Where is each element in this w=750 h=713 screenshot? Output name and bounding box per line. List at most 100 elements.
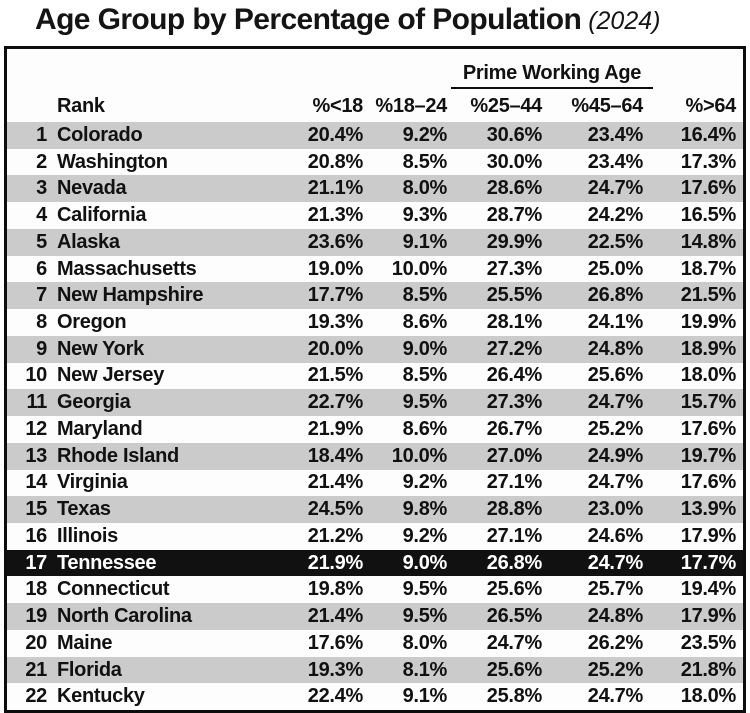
value-18-24: 8.6% <box>402 417 448 440</box>
table-row: 4 California 21.3% 9.3% 28.7% 24.2% 16.5… <box>7 202 743 229</box>
value-over-64: 17.3% <box>680 150 737 173</box>
rank-cell: 7 <box>36 284 47 307</box>
value-18-24: 8.0% <box>402 177 448 200</box>
value-45-64: 23.4% <box>587 150 644 173</box>
table-row: 5 Alaska 23.6% 9.1% 29.9% 22.5% 14.8% <box>7 228 743 256</box>
state-cell: Georgia <box>57 391 131 414</box>
state-cell: North Carolina <box>57 605 192 628</box>
value-18-24: 9.2% <box>402 123 448 146</box>
rank-cell: 11 <box>26 391 47 414</box>
table-row: 9 New York 20.0% 9.0% 27.2% 24.8% 18.9% <box>7 335 743 363</box>
value-25-44: 26.4% <box>486 364 543 387</box>
value-45-64: 22.5% <box>587 230 644 253</box>
value-25-44: 27.1% <box>486 524 543 547</box>
value-25-44: 25.5% <box>486 284 543 307</box>
state-cell: New Hampshire <box>57 284 204 307</box>
value-25-44: 27.0% <box>486 444 543 467</box>
value-18-24: 8.5% <box>402 150 448 173</box>
table-row: 12 Maryland 21.9% 8.6% 26.7% 25.2% 17.6% <box>7 416 743 443</box>
value-25-44: 26.8% <box>486 551 543 574</box>
value-over-64: 17.9% <box>680 524 737 547</box>
header-18-24: %18–24 <box>375 95 447 117</box>
rank-cell: 12 <box>25 417 47 440</box>
value-45-64: 26.8% <box>587 284 644 307</box>
value-under-18: 20.0% <box>307 337 364 360</box>
state-cell: Illinois <box>57 524 118 547</box>
table-row: 20 Maine 17.6% 8.0% 24.7% 26.2% 23.5% <box>7 629 743 657</box>
table-row: 18 Connecticut 19.8% 9.5% 25.6% 25.7% 19… <box>7 576 743 604</box>
value-under-18: 21.3% <box>307 204 364 227</box>
header-45-64: %45–64 <box>571 95 643 117</box>
value-under-18: 17.6% <box>307 631 364 654</box>
header-under-18: %<18 <box>312 95 363 117</box>
value-under-18: 21.4% <box>307 471 364 494</box>
rank-cell: 1 <box>36 123 47 146</box>
table-row: 13 Rhode Island 18.4% 10.0% 27.0% 24.9% … <box>7 442 743 470</box>
value-45-64: 24.8% <box>587 337 644 360</box>
value-over-64: 19.4% <box>680 578 737 601</box>
state-cell: Florida <box>57 658 122 681</box>
table-row: 2 Washington 20.8% 8.5% 30.0% 23.4% 17.3… <box>7 148 743 176</box>
value-18-24: 9.3% <box>402 204 448 227</box>
rank-cell: 9 <box>36 337 47 360</box>
value-25-44: 25.6% <box>486 578 543 601</box>
value-18-24: 9.2% <box>402 524 448 547</box>
table-row: 7 New Hampshire 17.7% 8.5% 25.5% 26.8% 2… <box>7 282 743 310</box>
value-45-64: 25.2% <box>587 417 644 440</box>
value-18-24: 10.0% <box>391 444 448 467</box>
table-row: 15 Texas 24.5% 9.8% 28.8% 23.0% 13.9% <box>7 496 743 524</box>
value-over-64: 13.9% <box>680 498 737 521</box>
state-cell: Virginia <box>57 471 128 494</box>
state-cell: Oregon <box>57 311 127 333</box>
value-18-24: 9.1% <box>402 685 448 708</box>
table-row: 21 Florida 19.3% 8.1% 25.6% 25.2% 21.8% <box>7 656 743 684</box>
value-45-64: 25.6% <box>587 364 644 387</box>
value-under-18: 20.4% <box>307 123 364 146</box>
value-25-44: 30.6% <box>486 123 543 146</box>
value-45-64: 24.7% <box>587 551 644 574</box>
value-25-44: 29.9% <box>486 230 543 253</box>
value-18-24: 8.1% <box>402 658 448 681</box>
value-18-24: 9.8% <box>402 498 448 521</box>
value-45-64: 25.2% <box>587 658 644 681</box>
table-row: 22 Kentucky 22.4% 9.1% 25.8% 24.7% 18.0% <box>7 683 743 711</box>
value-18-24: 8.0% <box>402 631 448 654</box>
value-over-64: 19.7% <box>680 444 737 467</box>
value-over-64: 17.6% <box>680 471 737 494</box>
value-18-24: 8.5% <box>402 284 448 307</box>
state-cell: Texas <box>57 498 111 521</box>
value-over-64: 18.0% <box>680 364 737 387</box>
value-45-64: 24.7% <box>587 391 644 414</box>
value-over-64: 18.9% <box>680 337 737 360</box>
state-cell: Massachusetts <box>57 257 197 280</box>
value-under-18: 19.3% <box>307 311 364 333</box>
value-45-64: 24.1% <box>587 311 644 333</box>
rank-cell: 16 <box>25 524 47 547</box>
rank-cell: 19 <box>25 605 47 628</box>
value-over-64: 17.6% <box>680 177 737 200</box>
value-over-64: 21.5% <box>680 284 737 307</box>
state-cell: New Jersey <box>57 364 165 387</box>
value-under-18: 21.9% <box>307 551 364 574</box>
rank-cell: 15 <box>25 498 47 521</box>
table-row: 19 North Carolina 21.4% 9.5% 26.5% 24.8%… <box>7 603 743 630</box>
value-under-18: 19.0% <box>307 257 364 280</box>
value-18-24: 8.6% <box>402 311 448 333</box>
value-over-64: 21.8% <box>680 658 737 681</box>
value-25-44: 30.0% <box>486 150 543 173</box>
state-cell: Colorado <box>57 123 143 146</box>
value-18-24: 9.0% <box>402 551 448 574</box>
value-over-64: 17.6% <box>680 417 737 440</box>
rank-cell: 13 <box>25 444 47 467</box>
value-45-64: 26.2% <box>587 631 644 654</box>
value-over-64: 16.5% <box>680 204 737 227</box>
value-over-64: 17.9% <box>680 605 737 628</box>
value-25-44: 28.1% <box>486 311 543 333</box>
value-25-44: 24.7% <box>486 631 543 654</box>
value-18-24: 10.0% <box>391 257 448 280</box>
state-cell: Tennessee <box>57 551 157 574</box>
value-under-18: 19.3% <box>307 658 364 681</box>
value-under-18: 22.4% <box>307 685 364 708</box>
value-45-64: 24.6% <box>587 524 644 547</box>
